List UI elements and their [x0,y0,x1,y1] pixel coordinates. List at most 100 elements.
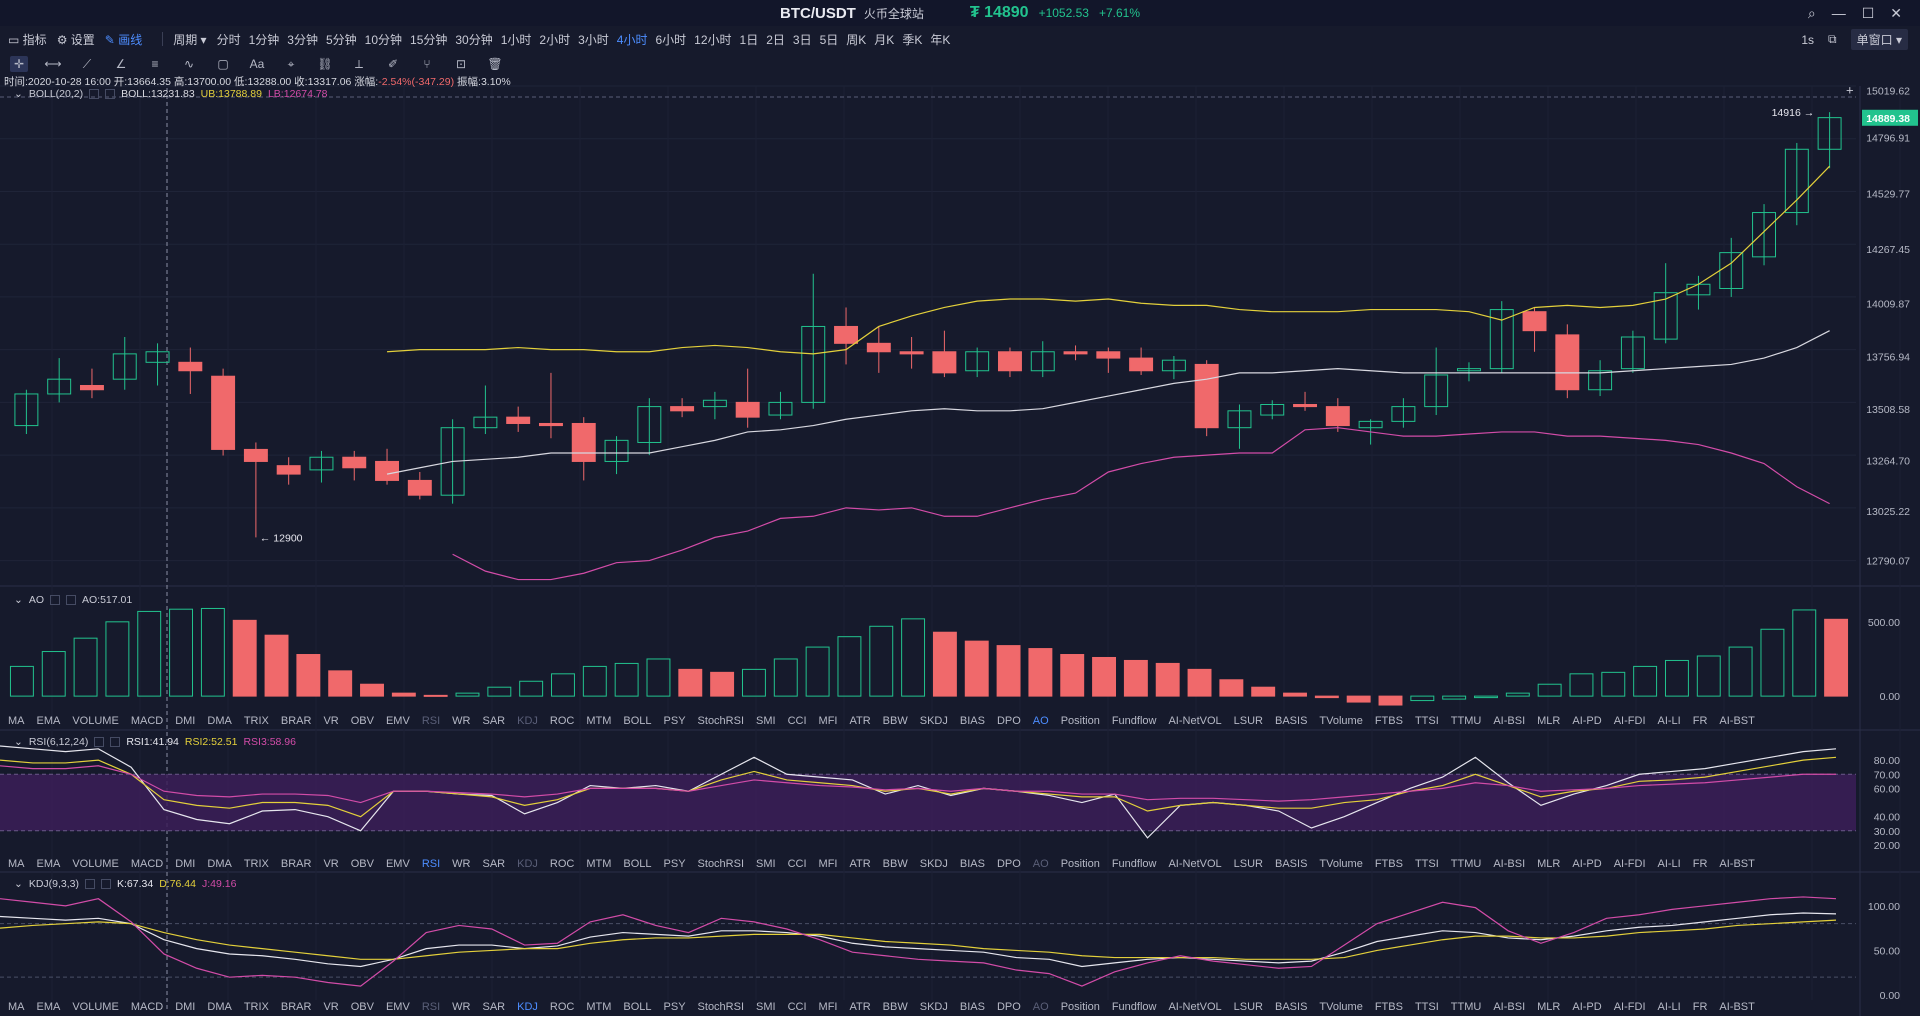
rsi-tab-basis[interactable]: BASIS [1275,858,1308,870]
kdj-tab-ttmu[interactable]: TTMU [1450,1001,1482,1013]
period-8[interactable]: 2小时 [539,32,571,47]
kdj-tab-basis[interactable]: BASIS [1275,1001,1308,1013]
ao-tab-ai-bst[interactable]: AI-BST [1719,715,1755,727]
ao-tab-brar[interactable]: BRAR [280,715,312,727]
kdj-name[interactable]: KDJ(9,3,3) [28,878,79,890]
ao-tab-cci[interactable]: CCI [787,715,807,727]
ao-tab-rsi[interactable]: RSI [421,715,441,727]
collapse-icon[interactable]: ⌄ [14,736,23,748]
ao-tab-ftbs[interactable]: FTBS [1374,715,1403,727]
kdj-tab-boll[interactable]: BOLL [623,1001,652,1013]
rsi-tab-ai-netvol[interactable]: AI-NetVOL [1168,858,1222,870]
ao-tab-mfi[interactable]: MFI [818,715,838,727]
kdj-tab-mlr[interactable]: MLR [1537,1001,1561,1013]
kdj-tab-ai-pd[interactable]: AI-PD [1572,1001,1602,1013]
magnet-icon[interactable]: ⌖ [287,56,295,71]
kdj-tab-bbw[interactable]: BBW [882,1001,908,1013]
rsi-tab-bbw[interactable]: BBW [882,858,908,870]
kdj-tab-sar[interactable]: SAR [482,1001,506,1013]
ao-tab-volume[interactable]: VOLUME [72,715,119,727]
parallel-lines-icon[interactable]: ≡ [151,57,159,71]
rsi-tab-obv[interactable]: OBV [350,858,374,870]
rsi-tab-mlr[interactable]: MLR [1537,858,1561,870]
period-6[interactable]: 30分钟 [455,32,493,47]
rsi-tab-smi[interactable]: SMI [756,858,776,870]
rsi-tab-fundflow[interactable]: Fundflow [1111,858,1157,870]
rsi-tab-dmi[interactable]: DMI [175,858,196,870]
rsi-tab-ao[interactable]: AO [1032,858,1049,870]
settings-button[interactable]: ⚙ 设置 [56,32,95,47]
settings-icon[interactable] [85,879,95,889]
kdj-tab-mfi[interactable]: MFI [818,1001,838,1013]
settings-icon[interactable] [89,89,100,99]
kdj-tab-ao[interactable]: AO [1032,1001,1049,1013]
ao-tab-ai-li[interactable]: AI-LI [1657,715,1681,727]
ao-tab-stochrsi[interactable]: StochRSI [697,715,745,727]
text-icon[interactable]: Aa [249,57,265,71]
period-20[interactable]: 年K [930,32,951,47]
rsi-tab-ai-fdi[interactable]: AI-FDI [1613,858,1646,870]
ao-tab-macd[interactable]: MACD [130,715,164,727]
rsi-tab-vr[interactable]: VR [323,858,339,870]
ao-tab-dma[interactable]: DMA [207,715,232,727]
add-alert-icon[interactable]: + [1846,82,1854,97]
rsi-tab-bias[interactable]: BIAS [959,858,985,870]
rectangle-icon[interactable]: ▢ [217,57,229,71]
rsi-tab-roc[interactable]: ROC [549,858,575,870]
kdj-tab-bias[interactable]: BIAS [959,1001,985,1013]
period-19[interactable]: 季K [902,32,923,47]
ao-tab-psy[interactable]: PSY [663,715,686,727]
rsi-tab-lsur[interactable]: LSUR [1233,858,1263,870]
rsi-tab-kdj[interactable]: KDJ [517,858,538,870]
collapse-icon[interactable]: ⌄ [14,88,23,100]
kdj-tab-mtm[interactable]: MTM [586,1001,612,1013]
ao-tab-obv[interactable]: OBV [350,715,374,727]
period-13[interactable]: 1日 [739,32,759,47]
ao-tab-ai-pd[interactable]: AI-PD [1572,715,1602,727]
pen-icon[interactable]: ✐ [387,57,399,71]
kdj-tab-ttsi[interactable]: TTSI [1414,1001,1439,1013]
ao-tab-wr[interactable]: WR [452,715,471,727]
ao-name[interactable]: AO [28,594,44,606]
kdj-tab-skdj[interactable]: SKDJ [919,1001,948,1013]
rsi-tab-mfi[interactable]: MFI [818,858,838,870]
search-icon[interactable]: ⌕ [1807,4,1816,21]
period-16[interactable]: 5日 [819,32,839,47]
angle-icon[interactable]: ∠ [115,57,127,71]
rsi-tab-ema[interactable]: EMA [36,858,61,870]
symbol-title[interactable]: BTC/USDT [780,4,856,22]
ao-tab-mtm[interactable]: MTM [586,715,612,727]
period-17[interactable]: 周K [846,32,867,47]
kdj-tab-ma[interactable]: MA [8,1001,25,1013]
ao-tab-ma[interactable]: MA [8,715,25,727]
settings-icon[interactable] [49,595,60,605]
ao-tab-boll[interactable]: BOLL [623,715,652,727]
kdj-tab-smi[interactable]: SMI [756,1001,776,1013]
ao-tab-roc[interactable]: ROC [549,715,575,727]
trash-icon[interactable]: 🗑 [487,57,503,71]
maximize-icon[interactable]: ☐ [1861,4,1875,21]
kdj-tab-roc[interactable]: ROC [549,1001,575,1013]
rsi-tab-ai-bst[interactable]: AI-BST [1719,858,1755,870]
period-11[interactable]: 6小时 [655,32,687,47]
period-1[interactable]: 1分钟 [248,32,280,47]
kdj-tab-obv[interactable]: OBV [350,1001,374,1013]
rsi-tab-skdj[interactable]: SKDJ [919,858,948,870]
kdj-tab-wr[interactable]: WR [452,1001,471,1013]
ao-tab-smi[interactable]: SMI [756,715,776,727]
ao-tab-ttmu[interactable]: TTMU [1450,715,1482,727]
period-0[interactable]: 分时 [216,32,241,47]
minimize-icon[interactable]: — [1831,5,1846,21]
collapse-icon[interactable]: ⌄ [14,878,23,890]
kdj-tab-trix[interactable]: TRIX [243,1001,269,1013]
rsi-tab-ttmu[interactable]: TTMU [1450,858,1482,870]
ao-tab-trix[interactable]: TRIX [243,715,269,727]
ao-tab-ai-bsi[interactable]: AI-BSI [1493,715,1526,727]
rsi-tab-fr[interactable]: FR [1692,858,1708,870]
kdj-tab-kdj[interactable]: KDJ [517,1001,538,1013]
ao-tab-ttsi[interactable]: TTSI [1414,715,1439,727]
ruler-icon[interactable]: ⟂ [354,56,363,71]
interval-label[interactable]: 1s [1801,32,1815,47]
ao-tab-fr[interactable]: FR [1692,715,1708,727]
kdj-tab-psy[interactable]: PSY [663,1001,686,1013]
